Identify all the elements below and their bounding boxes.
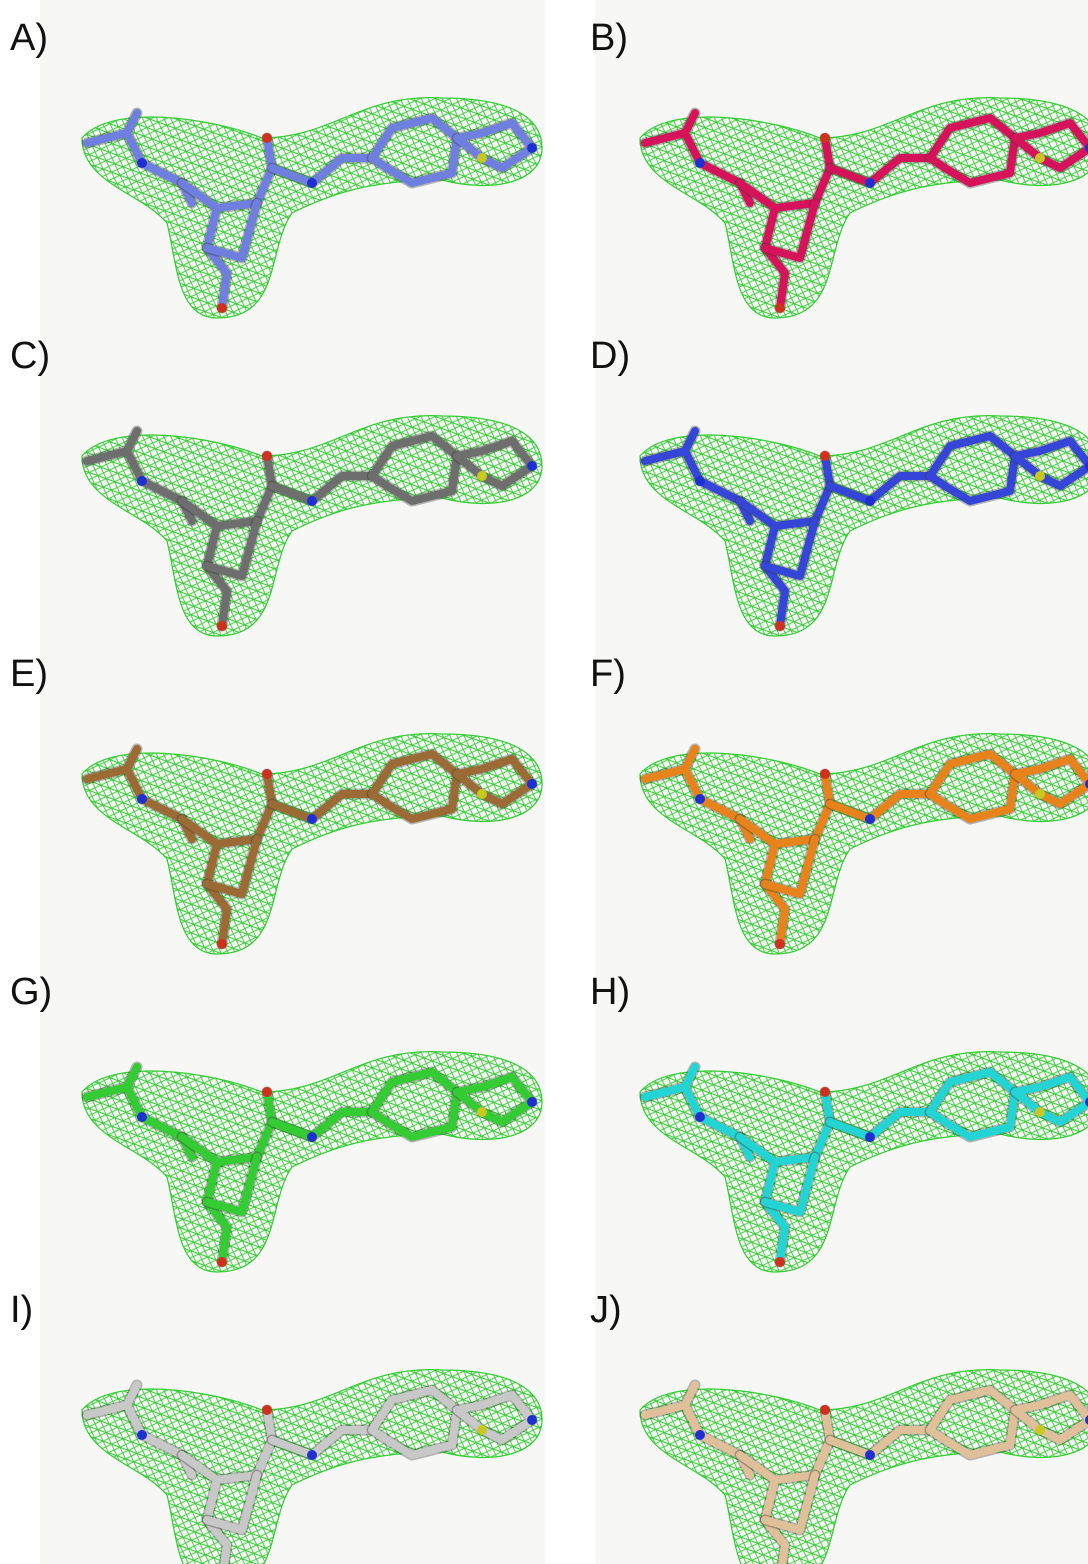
atom (527, 779, 537, 789)
panel-label: F) (590, 653, 626, 695)
atom (262, 451, 272, 461)
atom (307, 1132, 317, 1142)
panel-label: G) (10, 971, 52, 1013)
atom (820, 769, 830, 779)
atom (137, 1112, 147, 1122)
atom (262, 133, 272, 143)
atom (262, 1405, 272, 1415)
atom (865, 1450, 875, 1460)
atom (775, 303, 785, 313)
atom (262, 1087, 272, 1097)
panel-label: C) (10, 335, 50, 377)
atom (137, 158, 147, 168)
atom (477, 1107, 487, 1117)
atom (1035, 1425, 1045, 1435)
atom (865, 178, 875, 188)
atom (527, 1097, 537, 1107)
atom (217, 939, 227, 949)
atom (477, 153, 487, 163)
atom (527, 143, 537, 153)
panel-label: D) (590, 335, 630, 377)
atom (217, 303, 227, 313)
atom (307, 178, 317, 188)
atom (527, 461, 537, 471)
panel-label: J) (590, 1289, 622, 1331)
atom (217, 621, 227, 631)
atom (137, 794, 147, 804)
atom (695, 158, 705, 168)
atom (527, 1415, 537, 1425)
atom (477, 1425, 487, 1435)
atom (865, 1132, 875, 1142)
atom (865, 814, 875, 824)
atom (1035, 153, 1045, 163)
atom (1035, 1107, 1045, 1117)
atom (775, 1257, 785, 1267)
atom (820, 133, 830, 143)
atom (695, 1430, 705, 1440)
panel-label: E) (10, 653, 48, 695)
atom (307, 814, 317, 824)
atom (775, 621, 785, 631)
atom (775, 939, 785, 949)
atom (217, 1257, 227, 1267)
panel-label: I) (10, 1289, 33, 1331)
atom (820, 1405, 830, 1415)
atom (820, 1087, 830, 1097)
atom (1035, 789, 1045, 799)
atom (1035, 471, 1045, 481)
atom (695, 1112, 705, 1122)
atom (137, 1430, 147, 1440)
panel-label: B) (590, 17, 628, 59)
figure: A) B) C) D) E) F) G) H) I) J) (0, 0, 1088, 1564)
atom (695, 476, 705, 486)
atom (262, 769, 272, 779)
panel-label: A) (10, 17, 48, 59)
atom (307, 1450, 317, 1460)
atom (137, 476, 147, 486)
atom (307, 496, 317, 506)
atom (820, 451, 830, 461)
atom (477, 471, 487, 481)
atom (695, 794, 705, 804)
atom (865, 496, 875, 506)
atom (477, 789, 487, 799)
panel-label: H) (590, 971, 630, 1013)
